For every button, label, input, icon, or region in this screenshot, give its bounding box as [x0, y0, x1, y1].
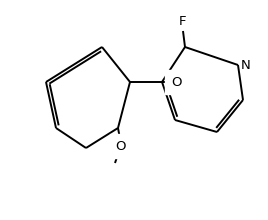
Text: O: O	[171, 75, 181, 88]
Text: O: O	[116, 139, 126, 152]
Text: F: F	[179, 15, 187, 28]
Text: N: N	[241, 59, 251, 72]
